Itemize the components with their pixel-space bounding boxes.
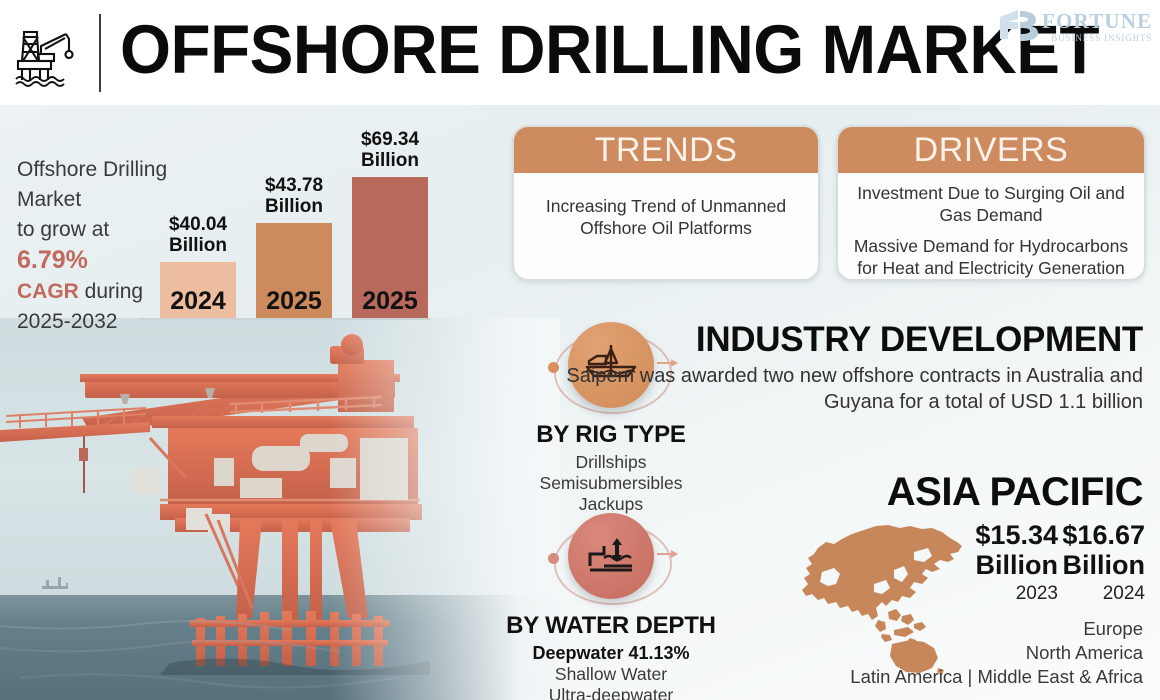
bar-value-0: $40.04 Billion	[168, 214, 228, 256]
segment-title-rig-type: BY RIG TYPE	[536, 421, 686, 448]
trends-item-0: Increasing Trend of Unmanned Offshore Oi…	[545, 196, 787, 238]
header-divider	[99, 14, 101, 92]
badge-dot	[548, 362, 559, 373]
summary-line-1: Offshore Drilling	[17, 158, 168, 181]
summary-line-3: to grow at	[17, 218, 110, 241]
summary-line-2: Market	[17, 188, 82, 211]
rig-type-item-1: Semisubmersibles	[539, 473, 683, 493]
rig-type-badge	[548, 322, 678, 414]
stat-unit-0: Billion	[975, 550, 1059, 580]
drillship-icon	[568, 322, 654, 408]
water-depth-item-1: Shallow Water	[554, 664, 668, 684]
header: OFFSHORE DRILLING MARKET FORTUNE BUSINES…	[0, 0, 1160, 105]
bar-2025: $43.78 Billion 2025	[256, 175, 332, 318]
stat-amount-0: $15.34	[975, 520, 1058, 550]
drivers-body: Investment Due to Surging Oil and Gas De…	[838, 173, 1144, 279]
offshore-platform-photo	[0, 318, 560, 700]
water-depth-badge	[548, 513, 678, 605]
drivers-item-0: Investment Due to Surging Oil and Gas De…	[857, 183, 1125, 225]
forecast-period: 2025-2032	[17, 310, 118, 333]
brand-name: FORTUNE	[1042, 9, 1153, 33]
region-line-latam-mea: Latin America | Middle East & Africa	[850, 666, 1143, 687]
segment-title-water-depth: BY WATER DEPTH	[506, 612, 716, 639]
water-depth-icon	[568, 513, 654, 599]
badge-dot	[548, 553, 559, 564]
bar-year-0: 2024	[170, 287, 226, 315]
market-summary: Offshore Drilling Market to grow at 6.79…	[17, 155, 177, 337]
drivers-heading: DRIVERS	[838, 127, 1144, 173]
offshore-rig-icon	[8, 18, 82, 88]
photo-fade-overlay	[330, 318, 560, 700]
drivers-card: DRIVERS Investment Due to Surging Oil an…	[836, 125, 1146, 281]
trends-heading: TRENDS	[514, 127, 818, 173]
segment-by-water-depth: BY WATER DEPTH Deepwater 41.13% Shallow …	[481, 513, 741, 700]
other-regions-list: Europe North America Latin America | Mid…	[623, 617, 1143, 689]
segment-items-water-depth: Deepwater 41.13% Shallow Water Ultra-dee…	[481, 643, 741, 700]
bar-value-1: $43.78 Billion	[264, 175, 324, 217]
rig-type-item-2: Jackups	[578, 494, 644, 514]
cagr-label: CAGR	[17, 280, 79, 303]
brand-subtitle: BUSINESS INSIGHTS	[1051, 33, 1153, 43]
industry-development-body: Saipem was awarded two new offshore cont…	[566, 365, 1143, 413]
drivers-item-1: Massive Demand for Hydrocarbons for Heat…	[853, 236, 1129, 278]
cagr-value: 6.79%	[17, 246, 88, 274]
bar-year-2: 2025	[362, 287, 418, 315]
bar-2024: $40.04 Billion 2024	[160, 214, 236, 318]
region-stat-2024: $16.67 Billion 2024	[1035, 520, 1145, 606]
chart-baseline	[140, 318, 430, 320]
cagr-during: during	[78, 280, 144, 303]
page-title: OFFSHORE DRILLING MARKET	[120, 11, 1100, 88]
stat-year-0: 2023	[1015, 583, 1058, 604]
trends-card: TRENDS Increasing Trend of Unmanned Offs…	[512, 125, 820, 281]
region-line-north-america: North America	[1025, 642, 1143, 663]
segment-items-rig-type: Drillships Semisubmersibles Jackups	[481, 452, 741, 515]
region-title: ASIA PACIFIC	[886, 470, 1144, 514]
region-line-europe: Europe	[1083, 618, 1143, 639]
stat-unit-1: Billion	[1062, 550, 1146, 580]
badge-arrow-icon	[657, 550, 678, 558]
brand-text: FORTUNE BUSINESS INSIGHTS	[1042, 10, 1152, 44]
industry-development-title: INDUSTRY DEVELOPMENT	[695, 320, 1143, 359]
stat-year-1: 2024	[1102, 583, 1145, 604]
fb-monogram-icon	[1000, 10, 1038, 41]
water-depth-item-2: Ultra-deepwater	[548, 685, 674, 700]
badge-arrow-icon	[657, 359, 678, 367]
bar-value-2: $69.34 Billion	[360, 129, 420, 171]
trends-body: Increasing Trend of Unmanned Offshore Oi…	[514, 173, 818, 247]
brand-logo: FORTUNE BUSINESS INSIGHTS	[998, 8, 1151, 48]
asia-pacific-map	[782, 512, 972, 677]
water-depth-item-0: Deepwater 41.13%	[532, 643, 690, 663]
region-stat-2023: $15.34 Billion 2023	[948, 520, 1058, 606]
bar-2032: $69.34 Billion 2025	[352, 129, 428, 318]
segment-by-rig-type: BY RIG TYPE Drillships Semisubmersibles …	[481, 322, 741, 515]
bar-year-1: 2025	[266, 287, 322, 315]
rig-type-item-0: Drillships	[575, 452, 647, 472]
stat-amount-1: $16.67	[1062, 520, 1145, 550]
market-bar-chart: $40.04 Billion 2024 $43.78 Billion 2025 …	[140, 129, 435, 325]
